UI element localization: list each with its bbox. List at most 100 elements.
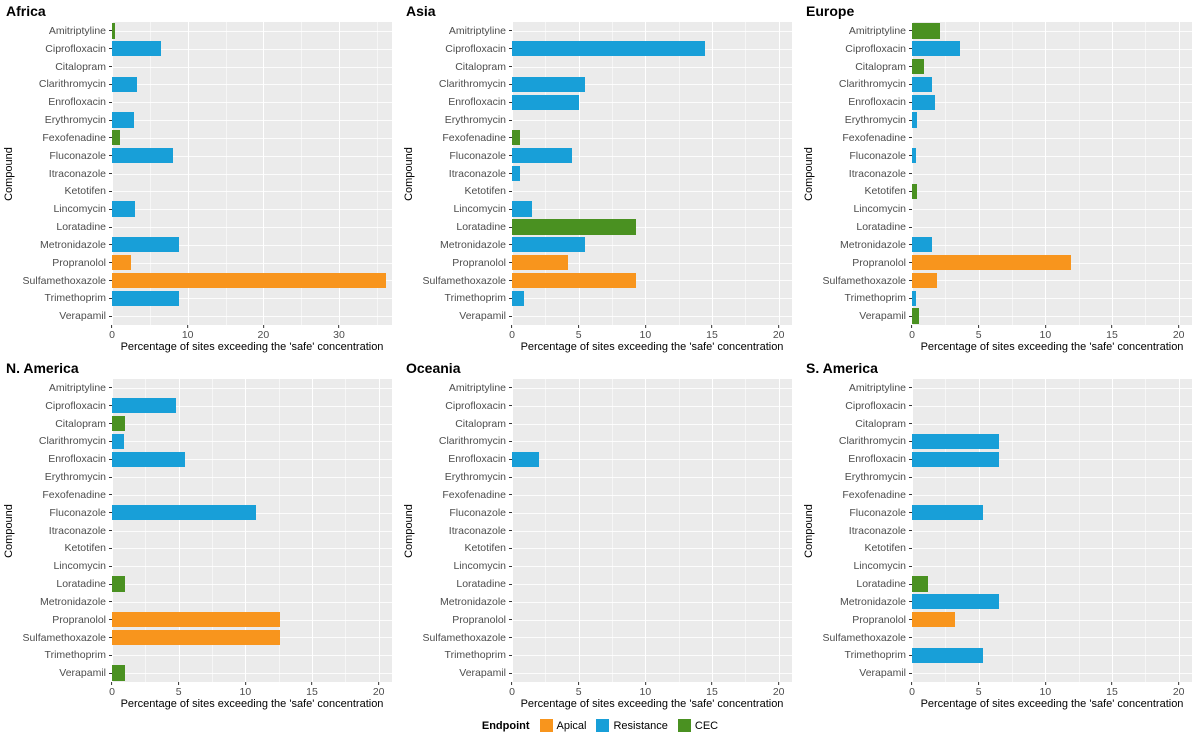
facet-body: Compound Amitriptyline Ciprofloxacin Cital… xyxy=(2,22,392,325)
facet-title: Oceania xyxy=(406,360,461,376)
y-tick-label: Sulfamethoxazole xyxy=(416,272,512,290)
horizontal-gridline xyxy=(912,673,1192,675)
facet-title: N. America xyxy=(6,360,79,376)
x-tick-mark xyxy=(578,325,580,328)
horizontal-gridline xyxy=(112,226,392,228)
horizontal-gridline xyxy=(912,298,1192,300)
x-axis: 0 5 10 15 20 xyxy=(909,682,1192,698)
y-tick-mark xyxy=(509,244,512,246)
horizontal-gridline xyxy=(512,655,792,657)
horizontal-gridline xyxy=(512,316,792,318)
horizontal-gridline xyxy=(912,548,1192,550)
horizontal-gridline xyxy=(112,548,392,550)
horizontal-gridline xyxy=(512,155,792,157)
bar-asia-fexofenadine xyxy=(512,130,520,146)
y-tick-mark xyxy=(109,637,112,638)
y-tick-mark xyxy=(909,637,912,638)
y-tick-mark xyxy=(109,280,112,281)
horizontal-gridline xyxy=(512,30,792,32)
bar-asia-fluconazole xyxy=(512,147,572,164)
y-tick-label: Ketotifen xyxy=(416,182,512,200)
y-tick-mark xyxy=(909,30,912,32)
y-tick-label: Propranolol xyxy=(416,611,512,629)
horizontal-gridline xyxy=(512,601,792,603)
bar-asia-clarithromycin xyxy=(512,76,586,93)
y-tick-label: Sulfamethoxazole xyxy=(816,629,912,647)
x-tick-mark xyxy=(1178,682,1180,685)
facet-panel: N. America Compound Amitriptyline Ciprofl… xyxy=(0,357,400,714)
y-tick-mark xyxy=(109,137,112,139)
horizontal-gridline xyxy=(512,459,792,461)
bar-namerica-loratadine xyxy=(112,576,126,592)
y-tick-mark xyxy=(109,190,112,192)
legend-item-resistance: Resistance xyxy=(596,719,668,732)
y-tick-label: Propranolol xyxy=(816,254,912,272)
x-tick-mark xyxy=(1111,325,1113,328)
y-tick-label: Metronidazole xyxy=(816,236,912,254)
horizontal-gridline xyxy=(112,583,392,585)
x-tick-label: 15 xyxy=(706,325,718,341)
x-tick-mark xyxy=(711,325,713,328)
horizontal-gridline xyxy=(912,405,1192,407)
y-tick-label: Clarithromycin xyxy=(816,432,912,450)
x-tick-label: 20 xyxy=(773,682,785,698)
bar-namerica-ciprofloxacin xyxy=(112,398,176,414)
horizontal-gridline xyxy=(912,494,1192,496)
x-tick-label: 5 xyxy=(976,682,982,698)
x-tick-label: 0 xyxy=(109,325,115,341)
bar-namerica-verapamil xyxy=(112,665,126,681)
horizontal-gridline xyxy=(512,191,792,193)
y-tick-label: Itraconazole xyxy=(16,522,112,540)
y-tick-label: Erythromycin xyxy=(416,111,512,129)
horizontal-gridline xyxy=(912,173,1192,175)
x-axis-title: Percentage of sites exceeding the 'safe'… xyxy=(920,698,1184,710)
legend-swatch xyxy=(677,719,691,732)
horizontal-gridline xyxy=(912,280,1192,282)
x-tick-mark xyxy=(644,682,646,685)
y-tick-mark xyxy=(509,530,512,532)
x-tick-label: 10 xyxy=(1039,325,1051,341)
y-tick-mark xyxy=(909,101,912,103)
horizontal-gridline xyxy=(112,102,392,104)
bar-namerica-propranolol xyxy=(112,611,280,628)
horizontal-gridline xyxy=(112,494,392,496)
bar-africa-metronidazole xyxy=(112,237,179,253)
horizontal-gridline xyxy=(112,655,392,657)
y-tick-mark xyxy=(909,297,912,299)
y-tick-label: Ketotifen xyxy=(416,539,512,557)
y-tick-label: Fluconazole xyxy=(416,147,512,165)
y-axis-labels: Amitriptyline Ciprofloxacin Citalopram Clar… xyxy=(16,22,112,325)
y-tick-label: Amitriptyline xyxy=(816,379,912,397)
y-tick-mark xyxy=(509,30,512,32)
y-tick-label: Amitriptyline xyxy=(16,22,112,40)
x-axis: 0 5 10 15 20 xyxy=(909,325,1192,341)
horizontal-gridline xyxy=(912,209,1192,211)
horizontal-gridline xyxy=(912,48,1192,50)
horizontal-gridline xyxy=(512,137,792,139)
y-axis-title: Compound xyxy=(3,146,15,201)
plot-area xyxy=(912,22,1192,325)
horizontal-gridline xyxy=(112,173,392,175)
y-tick-label: Enrofloxacin xyxy=(816,93,912,111)
y-tick-mark xyxy=(109,494,112,496)
x-axis: 0 5 10 15 20 xyxy=(509,682,792,698)
y-tick-mark xyxy=(909,173,912,175)
y-tick-mark xyxy=(509,654,512,656)
x-tick-label: 5 xyxy=(576,325,582,341)
bar-namerica-fluconazole xyxy=(112,504,256,521)
facet-title: Asia xyxy=(406,3,436,19)
y-axis-title: Compound xyxy=(803,503,815,558)
y-tick-label: Metronidazole xyxy=(416,236,512,254)
y-tick-label: Itraconazole xyxy=(816,522,912,540)
y-tick-label: Enrofloxacin xyxy=(816,450,912,468)
bar-africa-fexofenadine xyxy=(112,130,120,146)
y-axis-labels: Amitriptyline Ciprofloxacin Citalopram Clar… xyxy=(816,22,912,325)
bar-europe-verapamil xyxy=(912,308,919,324)
bar-namerica-citalopram xyxy=(112,415,126,432)
y-tick-mark xyxy=(109,565,112,567)
x-tick-mark xyxy=(1044,325,1046,328)
x-tick-label: 10 xyxy=(1039,682,1051,698)
y-tick-label: Fluconazole xyxy=(816,504,912,522)
horizontal-gridline xyxy=(512,423,792,425)
y-tick-label: Clarithromycin xyxy=(16,75,112,93)
